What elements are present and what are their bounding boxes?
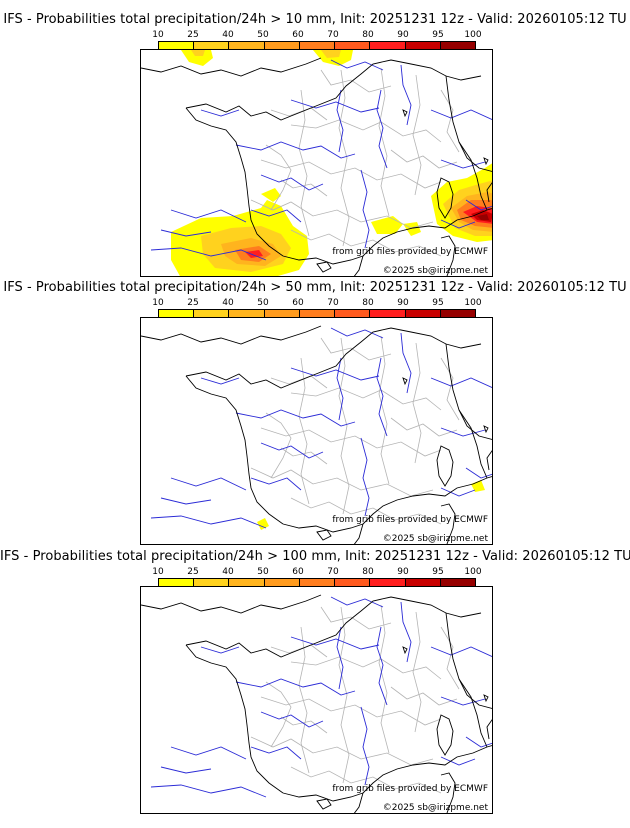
colorbar-tick: 40	[222, 298, 234, 308]
data-source-credit: from grib files provided by ECMWF	[332, 784, 488, 794]
map-100mm: from grib files provided by ECMWF ©2025 …	[140, 586, 493, 814]
colorbar-tick: 10	[152, 298, 164, 308]
map-canvas	[141, 50, 492, 276]
copyright-credit: ©2025 sb@irizpme.net	[382, 266, 488, 276]
colorbar-tick: 25	[187, 298, 199, 308]
panel-title: IFS - Probabilities total precipitation/…	[3, 12, 627, 27]
colorbar-swatch	[405, 42, 441, 51]
colorbar-swatch	[335, 579, 371, 588]
colorbar-tick: 50	[257, 567, 269, 577]
colorbar-swatch	[299, 42, 336, 51]
colorbar-tick: 40	[222, 30, 234, 40]
colorbar-tick-labels: 10 25 40 50 60 70 80 90 95 100	[152, 30, 481, 40]
map-canvas	[141, 325, 492, 544]
colorbar-swatch	[405, 310, 441, 319]
panel-title: IFS - Probabilities total precipitation/…	[0, 549, 630, 564]
panel-100mm: IFS - Probabilities total precipitation/…	[0, 549, 630, 819]
colorbar-tick: 100	[464, 298, 482, 308]
precip-field-corsica-west	[371, 216, 421, 236]
panel-10mm: IFS - Probabilities total precipitation/…	[0, 12, 630, 282]
colorbar-swatch	[440, 42, 475, 51]
colorbar-tick: 90	[397, 298, 409, 308]
colorbar-swatch	[370, 310, 406, 319]
colorbar-swatch	[229, 579, 265, 588]
precip-field-southeast	[431, 163, 492, 242]
colorbar-swatch	[335, 42, 371, 51]
colorbar-tick: 100	[464, 567, 482, 577]
colorbar-swatch	[299, 310, 336, 319]
colorbar-swatch	[264, 42, 300, 51]
colorbar-swatch	[264, 579, 300, 588]
colorbar-swatch	[194, 579, 230, 588]
colorbar-tick: 25	[187, 30, 199, 40]
colorbar-tick: 80	[362, 30, 374, 40]
colorbar-tick: 95	[432, 567, 444, 577]
colorbar-swatch	[370, 579, 406, 588]
precip-field-northwest	[181, 50, 213, 66]
colorbar-tick: 25	[187, 567, 199, 577]
colorbar-tick: 60	[292, 567, 304, 577]
colorbar-swatch	[335, 310, 371, 319]
colorbar-tick: 80	[362, 298, 374, 308]
panel-50mm: IFS - Probabilities total precipitation/…	[0, 280, 630, 550]
precip-field-north	[313, 50, 353, 66]
colorbar-tick: 70	[327, 298, 339, 308]
map-10mm: from grib files provided by ECMWF ©2025 …	[140, 49, 493, 277]
panel-title: IFS - Probabilities total precipitation/…	[3, 280, 627, 295]
colorbar-tick: 40	[222, 567, 234, 577]
colorbar-swatch	[370, 42, 406, 51]
data-source-credit: from grib files provided by ECMWF	[332, 247, 488, 257]
colorbar-tick: 50	[257, 30, 269, 40]
copyright-credit: ©2025 sb@irizpme.net	[382, 534, 488, 544]
colorbar-swatch	[159, 42, 195, 51]
map-50mm: from grib files provided by ECMWF ©2025 …	[140, 317, 493, 545]
colorbar-tick: 100	[464, 30, 482, 40]
colorbar-tick: 95	[432, 298, 444, 308]
data-source-credit: from grib files provided by ECMWF	[332, 515, 488, 525]
colorbar-tick-labels: 10 25 40 50 60 70 80 90 95 100	[152, 567, 481, 577]
colorbar-swatch	[440, 310, 475, 319]
map-canvas	[141, 594, 492, 813]
colorbar-swatch	[299, 579, 336, 588]
colorbar-swatch	[159, 579, 195, 588]
colorbar-swatch	[194, 310, 230, 319]
colorbar-swatch	[229, 42, 265, 51]
colorbar-swatch	[264, 310, 300, 319]
colorbar-swatch	[194, 42, 230, 51]
colorbar-tick: 10	[152, 567, 164, 577]
colorbar-tick: 70	[327, 30, 339, 40]
precip-field-southwest	[171, 188, 309, 276]
colorbar-tick: 60	[292, 30, 304, 40]
colorbar-tick: 90	[397, 567, 409, 577]
colorbar-tick: 80	[362, 567, 374, 577]
colorbar-tick: 70	[327, 567, 339, 577]
colorbar-tick: 60	[292, 298, 304, 308]
copyright-credit: ©2025 sb@irizpme.net	[382, 803, 488, 813]
colorbar-tick: 95	[432, 30, 444, 40]
colorbar-swatch	[405, 579, 441, 588]
colorbar-tick: 10	[152, 30, 164, 40]
colorbar-swatch	[159, 310, 195, 319]
colorbar-tick-labels: 10 25 40 50 60 70 80 90 95 100	[152, 298, 481, 308]
colorbar-swatch	[229, 310, 265, 319]
colorbar-tick: 90	[397, 30, 409, 40]
colorbar-tick: 50	[257, 298, 269, 308]
colorbar-swatch	[440, 579, 475, 588]
precip-field-southwest	[257, 518, 269, 530]
